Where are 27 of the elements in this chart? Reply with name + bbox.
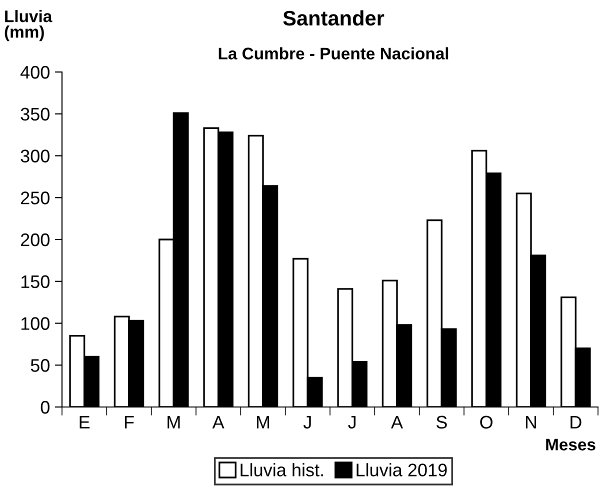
x-tick-label: E (80, 416, 90, 428)
y-tick-label: 200 (20, 233, 50, 246)
x-tick-label: A (391, 416, 403, 428)
x-axis-title: Meses (546, 438, 596, 450)
x-tick-label: J (303, 416, 311, 429)
legend-label: Lluvia 2019 (356, 463, 447, 476)
legend-label: Lluvia hist. (240, 463, 323, 476)
y-tick-label: 0 (40, 400, 50, 414)
x-tick-label: S (436, 416, 447, 429)
x-tick-label: M (256, 416, 270, 428)
x-tick-label: M (168, 416, 180, 428)
x-tick-label: F (124, 416, 134, 428)
x-tick-label: D (570, 416, 582, 428)
x-tick-label: N (526, 416, 536, 428)
y-tick-label: 300 (20, 150, 50, 162)
chart-title: Santander (283, 10, 384, 26)
x-tick-label: A (212, 416, 224, 428)
x-tick-label: J (348, 416, 356, 429)
y-tick-label: 250 (20, 192, 50, 204)
y-tick-label: 150 (21, 275, 50, 288)
y-tick-label: 50 (30, 359, 50, 372)
y-tick-label: 100 (21, 317, 50, 330)
y-tick-label: 400 (20, 66, 50, 79)
y-tick-label: 350 (20, 108, 50, 121)
chart-subtitle: La Cumbre - Puente Nacional (218, 47, 448, 60)
y-axis-title: Lluvia (mm) (4, 10, 52, 42)
x-tick-label: O (480, 416, 492, 429)
